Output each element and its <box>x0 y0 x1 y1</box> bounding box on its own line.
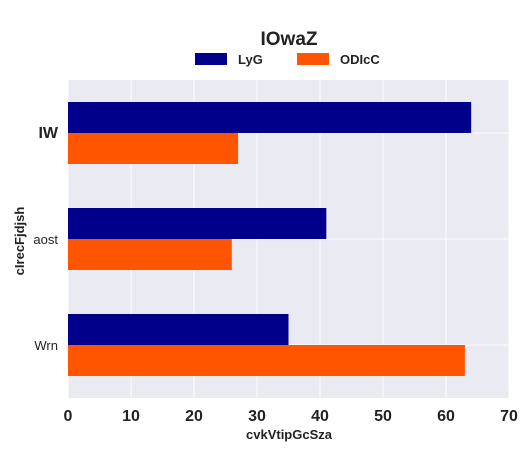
x-tick-label: 70 <box>500 408 518 425</box>
y-tick-labels: IW aost Wrn <box>33 125 58 353</box>
bar <box>68 208 327 239</box>
bar <box>68 239 232 270</box>
bar <box>68 314 289 345</box>
x-axis-label: cvkVtipGcSza <box>246 427 333 442</box>
x-tick-labels: 0 10 20 30 40 50 60 70 <box>64 408 518 425</box>
y-tick-label: Wrn <box>34 338 58 353</box>
bar <box>68 133 239 164</box>
bar <box>68 102 472 133</box>
bar <box>68 345 465 376</box>
chart-title: IOwaZ <box>260 29 317 50</box>
x-tick-label: 30 <box>248 408 266 425</box>
x-tick-label: 50 <box>374 408 392 425</box>
legend-swatch <box>297 53 329 65</box>
legend-label: LyG <box>238 52 263 67</box>
x-tick-label: 0 <box>64 408 73 425</box>
legend: LyG ODIcC <box>195 52 380 67</box>
y-tick-label: IW <box>38 125 58 142</box>
x-tick-label: 20 <box>185 408 203 425</box>
x-tick-label: 40 <box>311 408 329 425</box>
x-tick-label: 10 <box>122 408 140 425</box>
y-tick-label: aost <box>33 232 58 247</box>
y-axis-label: cIrecFjdjsh <box>12 207 27 276</box>
bars <box>68 102 472 376</box>
legend-label: ODIcC <box>340 52 380 67</box>
x-tick-label: 60 <box>437 408 455 425</box>
legend-swatch <box>195 53 227 65</box>
